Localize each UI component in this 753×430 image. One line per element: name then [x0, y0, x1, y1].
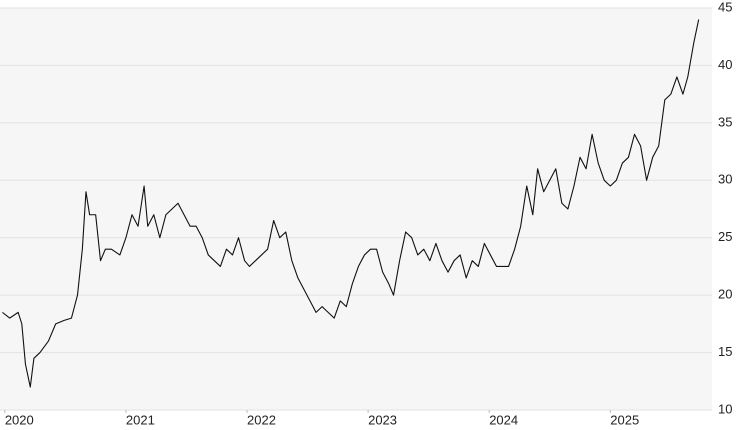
y-tick-label: 40: [718, 57, 732, 72]
price-line: [2, 19, 700, 388]
y-tick-label: 20: [718, 287, 732, 302]
x-tick-label: 2024: [489, 412, 518, 427]
y-tick-label: 10: [718, 401, 732, 416]
x-tick-label: 2020: [5, 412, 34, 427]
x-tick-label: 2025: [610, 412, 639, 427]
y-tick-label: 45: [718, 0, 732, 14]
plot-area: [0, 8, 712, 410]
x-tick-label: 2023: [368, 412, 397, 427]
x-tick-label: 2022: [247, 412, 276, 427]
y-tick-label: 35: [718, 114, 732, 129]
y-tick-label: 15: [718, 344, 732, 359]
y-tick-label: 25: [718, 229, 732, 244]
x-tick-label: 2021: [126, 412, 155, 427]
y-tick-label: 30: [718, 172, 732, 187]
